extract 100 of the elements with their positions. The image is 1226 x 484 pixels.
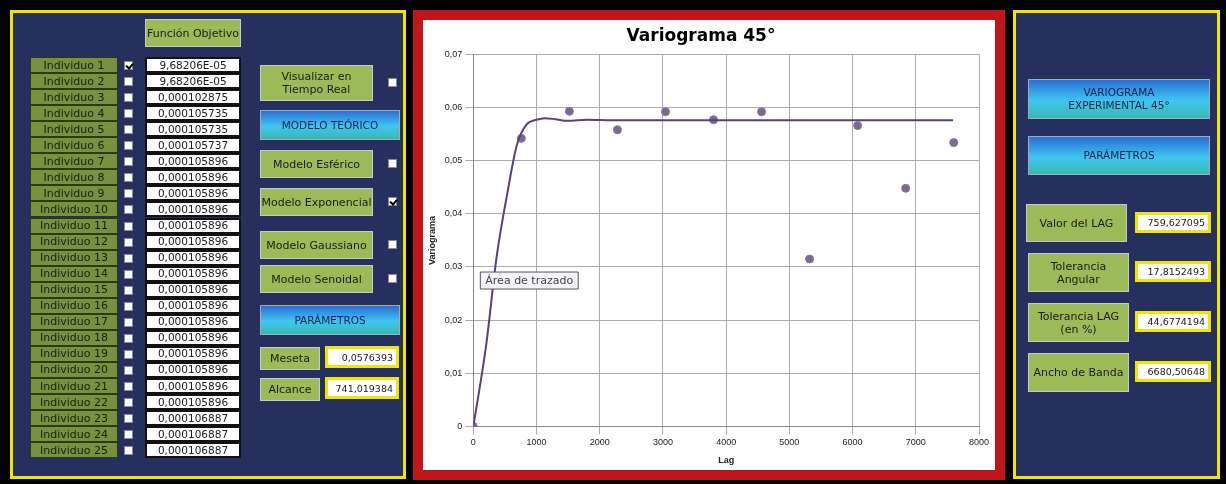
x-tick-label: 1000 [526,437,547,448]
text: VARIOGRAMA EXPERIMENTAL 45° [1028,79,1210,119]
x-tick-label: 3000 [652,437,673,448]
text: 0,000105896 [145,345,241,362]
category-label: Individuo 10 [30,201,118,218]
x-axis-title: Lag [718,455,735,466]
y-tick-label: 0,07 [444,48,463,59]
text: Modelo Gaussiano [260,231,373,259]
text: 0,000105896 [145,297,241,314]
y-tick-label: 0,01 [444,367,463,378]
category-label: Individuo 6 [30,137,118,154]
x-tick-label: 7000 [905,437,926,448]
point [853,121,863,131]
text: 0,000105737 [145,137,241,154]
text: 0,000105735 [145,105,241,122]
y-tick-label: 0,06 [444,102,463,113]
text: 0,000105896 [145,233,241,250]
text: Modelo Exponencial [260,188,373,216]
text: 0,000105896 [145,153,241,170]
text: Alcance [260,378,320,401]
text: 9,68206E-05 [145,73,241,90]
text: 0,000106887 [145,442,241,459]
text: 0,000105896 [145,169,241,186]
chart-title: Variograma 45° [626,24,776,45]
category-label: Individuo 21 [30,378,118,394]
category-label: Individuo 23 [30,410,118,427]
point [660,107,670,117]
y-tick-label: 0,05 [444,155,463,166]
text: 0,000105735 [145,121,241,138]
x-tick-label: 6000 [842,437,863,448]
category-label: Individuo 20 [30,361,118,378]
text: 17,8152493 [1135,261,1211,282]
text: 9,68206E-05 [145,57,241,73]
y-axis-title: Variograma [426,214,437,265]
x-tick-label: 2000 [589,437,610,448]
category-label: Individuo 16 [30,297,118,314]
category-label: Individuo 1 [30,57,118,73]
category-label: Individuo 4 [30,105,118,122]
point [949,138,959,148]
x-tick-label: 5000 [779,437,800,448]
category-label: Individuo 18 [30,329,118,346]
category-label: Individuo 14 [30,265,118,282]
category-label: Individuo 12 [30,233,118,250]
text: Tolerancia LAG (en %) [1028,303,1129,342]
point [612,125,622,135]
category-label: Individuo 2 [30,73,118,90]
category-label: Individuo 11 [30,217,118,234]
x-tick-label: 4000 [716,437,737,448]
y-tick-label: 0,02 [444,314,463,325]
x-tick-label: 0 [470,437,476,448]
point [757,107,767,117]
line-series [473,117,955,427]
text: 0,000105896 [145,394,241,411]
text: 0,000105896 [145,201,241,218]
category-label: Individuo 17 [30,313,118,330]
text: Tolerancia Angular [1028,253,1129,292]
text: 0,000106887 [145,410,241,427]
y-tick-label: 0,04 [444,208,463,219]
text: Visualizar en Tiempo Real [260,65,373,101]
text: 0,000105896 [145,217,241,234]
category-label: Individuo 3 [30,89,118,106]
text: MODELO TEÓRICO [260,110,400,140]
text: 0,000106887 [145,426,241,443]
annotation: Área de trazado [485,273,574,287]
text: 0,000105896 [145,249,241,266]
text: 0,000105896 [145,361,241,378]
text: Meseta [260,347,320,370]
text: PARÁMETROS [1028,136,1210,175]
category-label: Individuo 22 [30,394,118,411]
category-label: Individuo 5 [30,121,118,138]
text: 0,0576393 [325,346,399,368]
point [805,254,815,264]
text: 0,000102875 [145,89,241,106]
text: 44,6774194 [1135,311,1211,332]
text: Modelo Senoidal [260,265,373,293]
category-label: Individuo 19 [30,345,118,362]
y-tick-label: 0 [457,420,463,431]
point [901,183,911,193]
text: 0,000105896 [145,265,241,282]
text: 0,000105896 [145,329,241,346]
text: 0,000105896 [145,313,241,330]
category-label: Individuo 25 [30,442,118,459]
category-label: Individuo 8 [30,169,118,186]
text: Función Objetivo [145,19,241,47]
text: 759,627095 [1135,212,1211,233]
text: Ancho de Banda [1028,353,1129,392]
category-label: Individuo 15 [30,281,118,298]
category-label: Individuo 9 [30,185,118,202]
text: 0,000105896 [145,281,241,298]
point [564,106,574,116]
text: 0,000105896 [145,185,241,202]
text: PARÁMETROS [260,305,400,335]
text: 741,019384 [325,377,399,399]
category-label: Individuo 7 [30,153,118,170]
category-label: Individuo 13 [30,249,118,266]
category-label: Individuo 24 [30,426,118,443]
y-tick-label: 0,03 [444,261,463,272]
text: 6680,50648 [1135,361,1211,382]
text: Valor del LAG [1026,204,1127,242]
text: 0,000105896 [145,378,241,394]
